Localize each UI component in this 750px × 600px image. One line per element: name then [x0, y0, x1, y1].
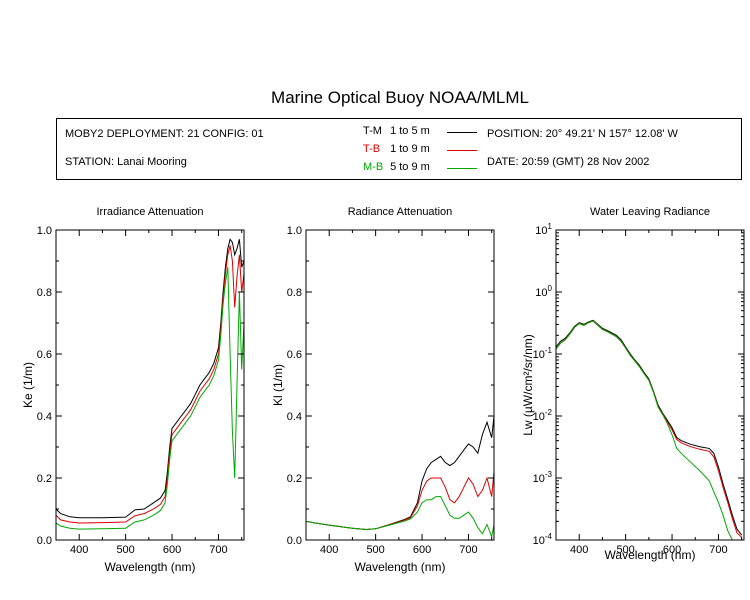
info-box: MOBY2 DEPLOYMENT: 21 CONFIG: 01 STATION:…: [56, 118, 742, 180]
y-tick-label: 101: [535, 222, 552, 237]
legend-range: 5 to 9 m: [390, 161, 430, 173]
legend-code: T-M: [363, 125, 382, 137]
legend-range: 1 to 9 m: [390, 143, 430, 155]
y-tick-label: 1.0: [37, 225, 52, 237]
y-tick-label: 0.0: [287, 535, 302, 547]
y-tick-label: 0.6: [37, 349, 52, 361]
x-tick-label: 600: [663, 544, 681, 556]
legend-line: [447, 168, 477, 169]
y-axis-label: Lw (µW/cm²/sr/nm): [521, 334, 535, 436]
y-tick-label: 10-4: [533, 532, 553, 547]
y-tick-label: 0.2: [37, 473, 52, 485]
legend-line: [447, 150, 477, 151]
y-tick-label: 1.0: [287, 225, 302, 237]
x-tick-label: 700: [459, 544, 477, 556]
x-axis-label: Wavelength (nm): [355, 560, 446, 574]
chart-1: Radiance Attenuation 400 500 600 700 0.0 0.2 0.…: [271, 206, 495, 574]
y-tick-label: 0.8: [287, 287, 302, 299]
y-tick-label: 10-1: [533, 346, 553, 361]
legend-entry-t-m: T-M 1 to 5 m: [363, 125, 477, 137]
station-text: STATION: Lanai Mooring: [65, 156, 187, 168]
y-axis-label: Kl (1/m): [271, 364, 285, 406]
chart-2: Water Leaving Radiance 400 500 600 700 101 100…: [521, 206, 745, 562]
y-tick-label: 10-2: [533, 408, 553, 423]
y-tick-label: 10-3: [533, 470, 553, 485]
y-tick-label: 100: [535, 284, 552, 299]
chart-title: Water Leaving Radiance: [590, 206, 710, 218]
legend-range: 1 to 5 m: [390, 125, 430, 137]
chart-0: Irradiance Attenuation 400 500 600 700 0.0 0.2…: [21, 206, 245, 574]
plot-frame: [55, 229, 245, 541]
series-line-0: [556, 319, 743, 536]
deployment-text: MOBY2 DEPLOYMENT: 21 CONFIG: 01: [65, 128, 264, 140]
series-line-2: [306, 496, 494, 539]
y-tick-label: 0.2: [287, 473, 302, 485]
x-tick-label: 500: [366, 544, 384, 556]
position-text: POSITION: 20° 49.21' N 157° 12.08' W: [487, 128, 678, 140]
series-line-2: [556, 320, 742, 540]
x-tick-label: 600: [413, 544, 431, 556]
y-tick-label: 0.8: [37, 287, 52, 299]
x-tick-label: 700: [709, 544, 727, 556]
series-line-2: [56, 267, 244, 530]
x-tick-label: 600: [163, 544, 181, 556]
series-line-1: [556, 320, 743, 538]
series-line-0: [306, 415, 494, 531]
legend-code: T-B: [363, 143, 381, 155]
x-tick-label: 400: [70, 544, 88, 556]
chart-title: Irradiance Attenuation: [96, 206, 203, 218]
x-tick-label: 500: [116, 544, 134, 556]
y-tick-label: 0.4: [37, 411, 52, 423]
legend-entry-m-b: M-B 5 to 9 m: [363, 161, 477, 173]
plot-frame: [305, 229, 495, 541]
legend-code: M-B: [363, 161, 384, 173]
x-axis-label: Wavelength (nm): [105, 560, 196, 574]
y-tick-label: 0.6: [287, 349, 302, 361]
legend-line: [447, 132, 477, 133]
legend-entry-t-b: T-B 1 to 9 m: [363, 143, 477, 155]
chart-title: Radiance Attenuation: [348, 206, 453, 218]
date-text: DATE: 20:59 (GMT) 28 Nov 2002: [487, 156, 650, 168]
x-tick-label: 400: [570, 544, 588, 556]
x-axis-label: Wavelength (nm): [605, 548, 696, 562]
x-tick-label: 400: [320, 544, 338, 556]
page-title: Marine Optical Buoy NOAA/MLML: [271, 88, 529, 107]
y-tick-label: 0.4: [287, 411, 302, 423]
plot-frame: [555, 229, 745, 541]
series-line-0: [56, 238, 244, 519]
y-tick-label: 0.0: [37, 535, 52, 547]
x-tick-label: 700: [209, 544, 227, 556]
series-line-1: [56, 245, 244, 524]
y-axis-label: Ke (1/m): [21, 362, 35, 408]
x-tick-label: 500: [616, 544, 634, 556]
